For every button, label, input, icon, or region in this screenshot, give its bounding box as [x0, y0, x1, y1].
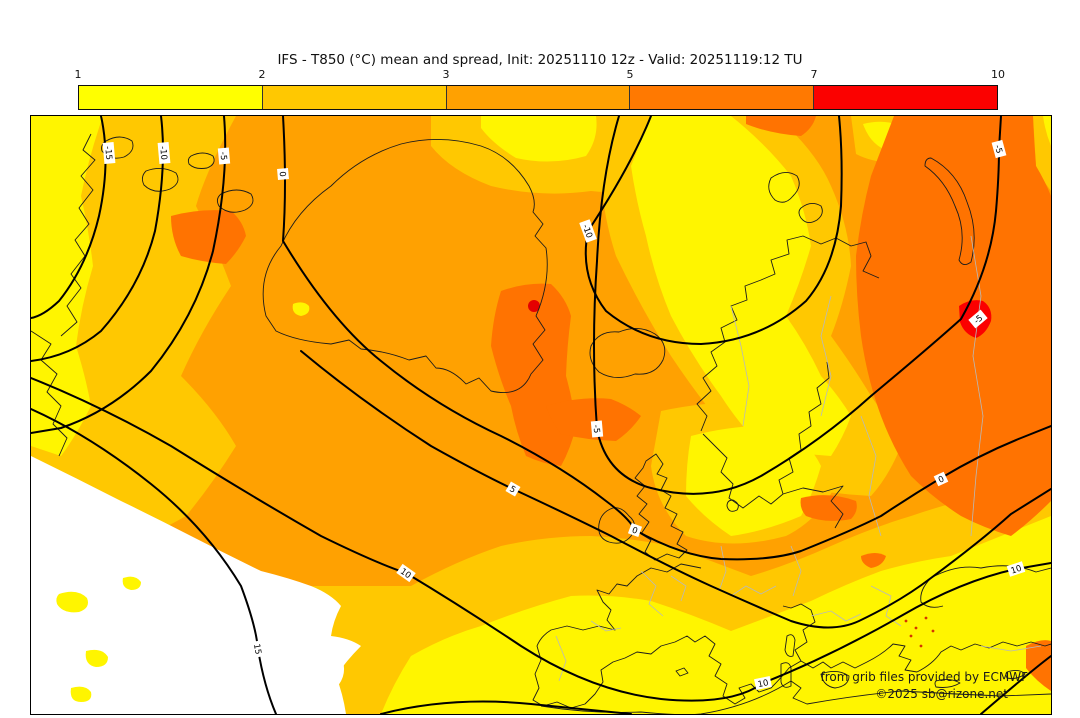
- svg-text:5: 5: [508, 484, 518, 495]
- isotherm-corner: [980, 655, 1052, 715]
- svg-text:-10: -10: [157, 146, 168, 161]
- colorbar-segment-3-5: [446, 86, 631, 109]
- isotherm-10: [30, 377, 1052, 702]
- svg-text:-15: -15: [102, 146, 113, 161]
- svg-text:10: 10: [757, 678, 770, 690]
- svg-text:0: 0: [277, 171, 287, 177]
- contour-label--10: -10: [579, 219, 597, 243]
- isotherm-minus5-trough: [593, 115, 1002, 495]
- station-dot: [924, 616, 928, 620]
- colorbar: [78, 85, 998, 110]
- isotherm-0: [281, 115, 1052, 561]
- svg-text:-5: -5: [217, 151, 228, 160]
- svg-text:10: 10: [1010, 564, 1023, 577]
- colorbar-segment-1-2: [79, 86, 263, 109]
- isotherm-contours: [30, 115, 1052, 715]
- spread-fill-lt1: [31, 456, 361, 714]
- station-dot: [931, 629, 935, 633]
- map-title: IFS - T850 (°C) mean and spread, Init: 2…: [277, 52, 803, 68]
- contour-label-10: 10: [1006, 561, 1026, 577]
- contour-label-0: 0: [277, 168, 289, 180]
- svg-text:15: 15: [251, 643, 263, 655]
- svg-text:-5: -5: [590, 424, 601, 433]
- attribution-copyright: ©2025 sb@rizone.net: [875, 687, 1008, 701]
- colorbar-tick-5: 5: [626, 68, 634, 81]
- spread-islets: [56, 576, 141, 702]
- contour-label--5: -5: [217, 147, 231, 165]
- colorbar-tick-labels: 1 2 3 5 7 10: [74, 68, 1006, 82]
- contour-label-0: 0: [933, 471, 949, 487]
- svg-text:0: 0: [937, 474, 946, 485]
- contour-label--15: -15: [102, 142, 116, 164]
- attribution-source: from grib files provided by ECMWF: [820, 670, 1028, 684]
- colorbar-tick-10: 10: [991, 68, 1005, 81]
- contour-label--5: -5: [991, 139, 1007, 159]
- colorbar-segment-7-10: [814, 86, 997, 109]
- station-dot: [919, 644, 923, 648]
- isotherm-5: [300, 350, 1052, 629]
- contour-label--10: -10: [157, 142, 171, 164]
- station-dot: [914, 626, 918, 630]
- colorbar-tick-3: 3: [442, 68, 450, 81]
- contour-label-10: 10: [754, 675, 772, 690]
- isotherm-africa: [380, 700, 632, 715]
- colorbar-tick-7: 7: [810, 68, 818, 81]
- isotherm-15: [30, 408, 277, 715]
- contour-label--5: -5: [590, 420, 604, 438]
- contour-label-15: 15: [251, 640, 265, 658]
- svg-text:-5: -5: [992, 144, 1004, 155]
- colorbar-segment-2-3: [262, 86, 447, 109]
- svg-text:-10: -10: [580, 223, 594, 239]
- colorbar-tick-1: 1: [74, 68, 82, 81]
- weather-map: -15 -10 -5 0 -10 -5 -5 -5 0 0 5 10 10 10 15: [30, 115, 1052, 716]
- contour-label--5: -5: [968, 309, 988, 329]
- isotherm-minus5-west: [30, 115, 227, 434]
- station-dots: [904, 616, 935, 648]
- station-dot: [909, 634, 913, 638]
- coastlines: [30, 133, 1052, 716]
- svg-text:0: 0: [630, 526, 639, 537]
- colorbar-tick-2: 2: [258, 68, 266, 81]
- contour-label-5: 5: [505, 481, 521, 497]
- contour-label-0: 0: [627, 522, 643, 538]
- colorbar-segment-5-7: [630, 86, 815, 109]
- isotherm-minus10-west: [30, 115, 164, 362]
- station-dot: [904, 619, 908, 623]
